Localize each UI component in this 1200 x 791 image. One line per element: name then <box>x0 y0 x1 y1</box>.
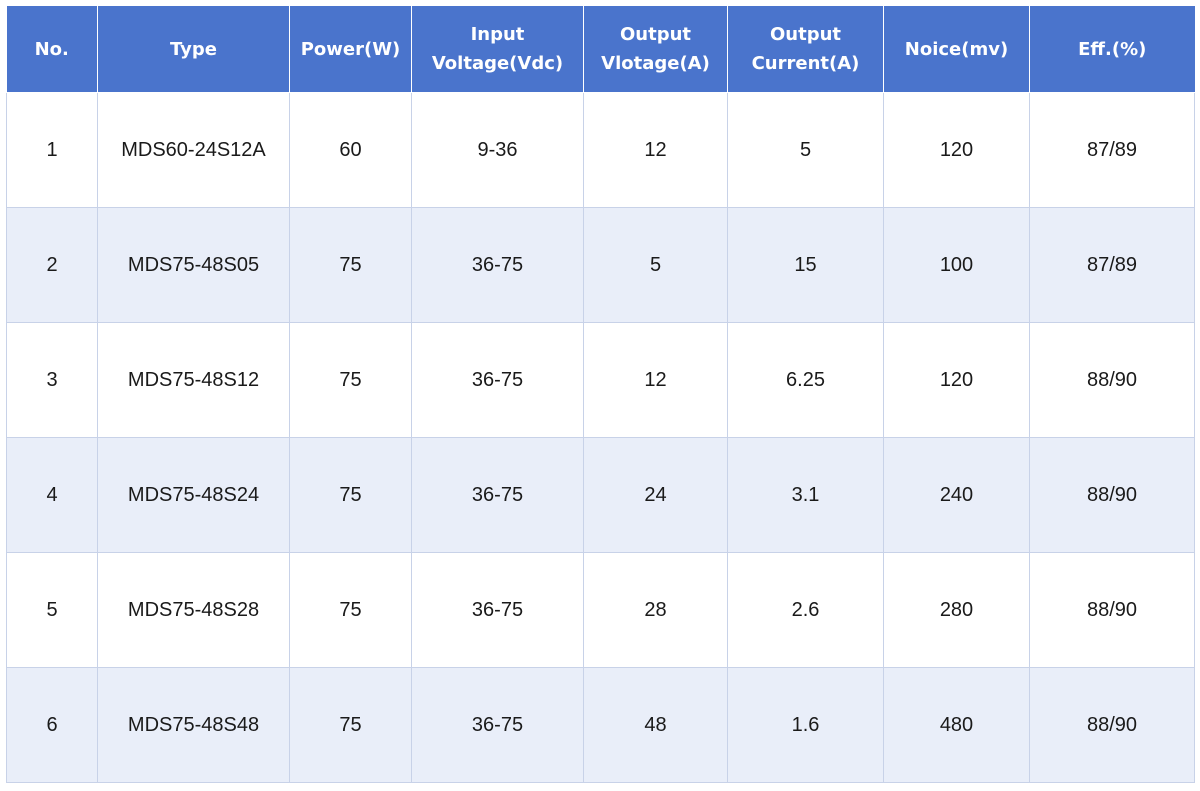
table-row: 5 MDS75-48S28 75 36-75 28 2.6 280 88/90 <box>6 552 1195 668</box>
cell-type: MDS60-24S12A <box>97 92 290 208</box>
table-body: 1 MDS60-24S12A 60 9-36 12 5 120 87/89 2 … <box>6 92 1195 783</box>
cell-output-voltage: 12 <box>583 322 728 438</box>
cell-type: MDS75-48S28 <box>97 552 290 668</box>
cell-noise: 120 <box>883 322 1030 438</box>
cell-type: MDS75-48S12 <box>97 322 290 438</box>
table-header: No. Type Power(W) Input Voltage(Vdc) Outp… <box>6 6 1195 93</box>
cell-output-voltage: 24 <box>583 437 728 553</box>
table-row: 6 MDS75-48S48 75 36-75 48 1.6 480 88/90 <box>6 667 1195 783</box>
cell-efficiency: 88/90 <box>1029 667 1195 783</box>
cell-input-voltage: 36-75 <box>411 437 584 553</box>
table-row: 1 MDS60-24S12A 60 9-36 12 5 120 87/89 <box>6 92 1195 208</box>
cell-efficiency: 87/89 <box>1029 92 1195 208</box>
cell-input-voltage: 9-36 <box>411 92 584 208</box>
cell-output-voltage: 48 <box>583 667 728 783</box>
cell-no: 2 <box>6 207 98 323</box>
cell-output-voltage: 12 <box>583 92 728 208</box>
header-type: Type <box>97 6 290 93</box>
table-row: 4 MDS75-48S24 75 36-75 24 3.1 240 88/90 <box>6 437 1195 553</box>
cell-power: 60 <box>289 92 412 208</box>
header-power: Power(W) <box>289 6 412 93</box>
cell-output-current: 5 <box>727 92 884 208</box>
cell-output-current: 3.1 <box>727 437 884 553</box>
cell-power: 75 <box>289 207 412 323</box>
cell-no: 1 <box>6 92 98 208</box>
spec-table-container: No. Type Power(W) Input Voltage(Vdc) Outp… <box>6 6 1195 783</box>
cell-output-current: 1.6 <box>727 667 884 783</box>
cell-output-voltage: 28 <box>583 552 728 668</box>
cell-power: 75 <box>289 322 412 438</box>
table-row: 2 MDS75-48S05 75 36-75 5 15 100 87/89 <box>6 207 1195 323</box>
header-output-voltage: Output Vlotage(A) <box>583 6 728 93</box>
cell-type: MDS75-48S05 <box>97 207 290 323</box>
cell-output-current: 2.6 <box>727 552 884 668</box>
cell-noise: 100 <box>883 207 1030 323</box>
cell-output-current: 15 <box>727 207 884 323</box>
dc-dc-converter-spec-table: No. Type Power(W) Input Voltage(Vdc) Outp… <box>6 6 1195 783</box>
cell-no: 4 <box>6 437 98 553</box>
header-noise: Noice(mv) <box>883 6 1030 93</box>
cell-noise: 480 <box>883 667 1030 783</box>
cell-efficiency: 87/89 <box>1029 207 1195 323</box>
cell-noise: 120 <box>883 92 1030 208</box>
header-input-voltage: Input Voltage(Vdc) <box>411 6 584 93</box>
cell-power: 75 <box>289 552 412 668</box>
cell-input-voltage: 36-75 <box>411 667 584 783</box>
cell-efficiency: 88/90 <box>1029 552 1195 668</box>
cell-input-voltage: 36-75 <box>411 552 584 668</box>
header-output-current: Output Current(A) <box>727 6 884 93</box>
table-row: 3 MDS75-48S12 75 36-75 12 6.25 120 88/90 <box>6 322 1195 438</box>
cell-input-voltage: 36-75 <box>411 322 584 438</box>
cell-output-voltage: 5 <box>583 207 728 323</box>
cell-noise: 280 <box>883 552 1030 668</box>
header-row: No. Type Power(W) Input Voltage(Vdc) Outp… <box>6 6 1195 93</box>
header-efficiency: Eff.(%) <box>1029 6 1195 93</box>
cell-efficiency: 88/90 <box>1029 322 1195 438</box>
cell-no: 5 <box>6 552 98 668</box>
cell-efficiency: 88/90 <box>1029 437 1195 553</box>
cell-noise: 240 <box>883 437 1030 553</box>
cell-type: MDS75-48S24 <box>97 437 290 553</box>
cell-output-current: 6.25 <box>727 322 884 438</box>
cell-no: 6 <box>6 667 98 783</box>
header-no: No. <box>6 6 98 93</box>
cell-input-voltage: 36-75 <box>411 207 584 323</box>
cell-no: 3 <box>6 322 98 438</box>
cell-power: 75 <box>289 667 412 783</box>
cell-power: 75 <box>289 437 412 553</box>
cell-type: MDS75-48S48 <box>97 667 290 783</box>
